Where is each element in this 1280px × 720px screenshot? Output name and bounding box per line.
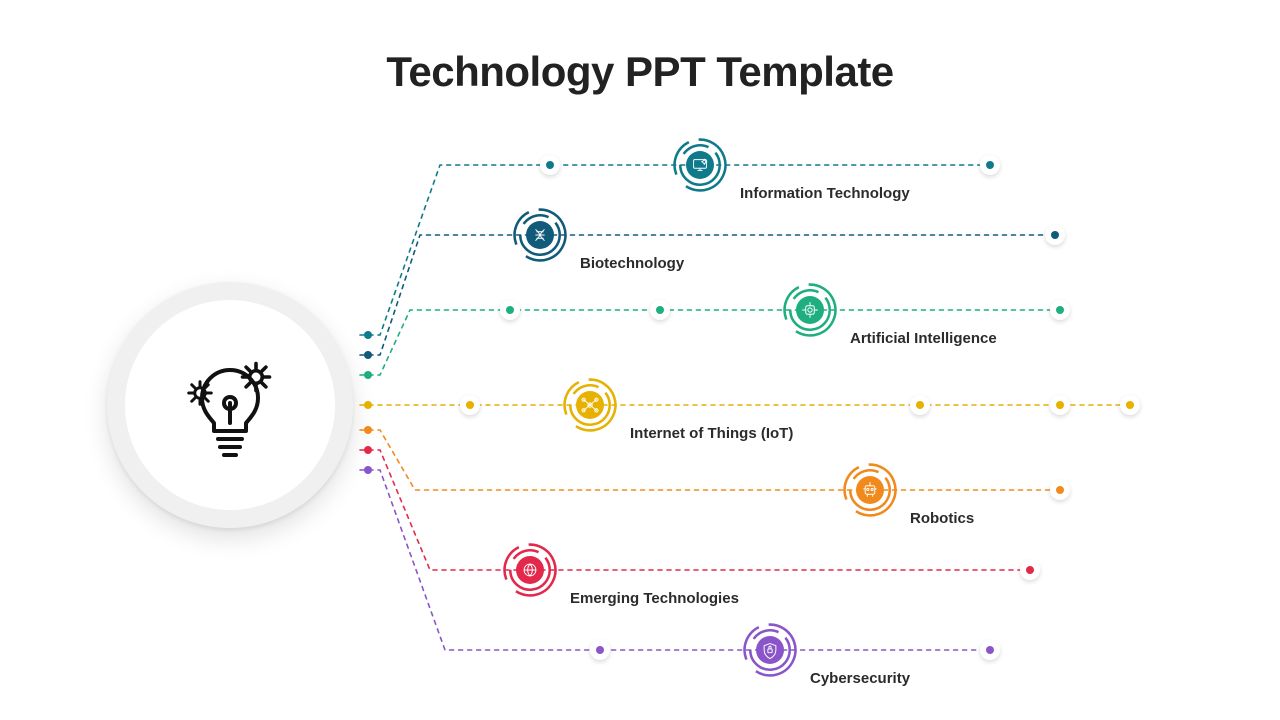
origin-dot bbox=[364, 371, 372, 379]
connector-dot bbox=[590, 640, 610, 660]
cybersecurity-label: Cybersecurity bbox=[810, 670, 910, 687]
information-technology-icon bbox=[672, 137, 728, 193]
connector-dot bbox=[980, 155, 1000, 175]
cybersecurity-node bbox=[742, 622, 798, 678]
origin-dot bbox=[364, 426, 372, 434]
information-technology-node bbox=[672, 137, 728, 193]
cybersecurity-icon bbox=[742, 622, 798, 678]
iot-icon bbox=[562, 377, 618, 433]
connector-dot bbox=[1045, 225, 1065, 245]
hub-circle bbox=[107, 282, 353, 528]
connector-dot bbox=[460, 395, 480, 415]
connector-dot bbox=[1050, 395, 1070, 415]
lightbulb-gear-icon bbox=[170, 345, 290, 465]
connector-dot bbox=[1050, 300, 1070, 320]
emerging-technologies-icon bbox=[502, 542, 558, 598]
emerging-technologies-node bbox=[502, 542, 558, 598]
origin-dot bbox=[364, 466, 372, 474]
emerging-technologies-label: Emerging Technologies bbox=[570, 590, 739, 607]
artificial-intelligence-icon bbox=[782, 282, 838, 338]
robotics-node bbox=[842, 462, 898, 518]
connector-dot bbox=[500, 300, 520, 320]
technology-infographic-slide: Technology PPT Template Information Tech… bbox=[0, 0, 1280, 720]
biotechnology-node bbox=[512, 207, 568, 263]
origin-dot bbox=[364, 331, 372, 339]
connector-dot bbox=[540, 155, 560, 175]
information-technology-label: Information Technology bbox=[740, 185, 910, 202]
origin-dot bbox=[364, 351, 372, 359]
biotechnology-label: Biotechnology bbox=[580, 255, 684, 272]
artificial-intelligence-node bbox=[782, 282, 838, 338]
origin-dot bbox=[364, 401, 372, 409]
robotics-label: Robotics bbox=[910, 510, 974, 527]
biotechnology-icon bbox=[512, 207, 568, 263]
connector-dot bbox=[980, 640, 1000, 660]
slide-title: Technology PPT Template bbox=[0, 48, 1280, 96]
connector-dot bbox=[910, 395, 930, 415]
connector-dot bbox=[1120, 395, 1140, 415]
connector-dot bbox=[650, 300, 670, 320]
iot-label: Internet of Things (IoT) bbox=[630, 425, 793, 442]
robotics-icon bbox=[842, 462, 898, 518]
artificial-intelligence-label: Artificial Intelligence bbox=[850, 330, 997, 347]
connector-dot bbox=[1020, 560, 1040, 580]
connector-dot bbox=[1050, 480, 1070, 500]
origin-dot bbox=[364, 446, 372, 454]
iot-node bbox=[562, 377, 618, 433]
